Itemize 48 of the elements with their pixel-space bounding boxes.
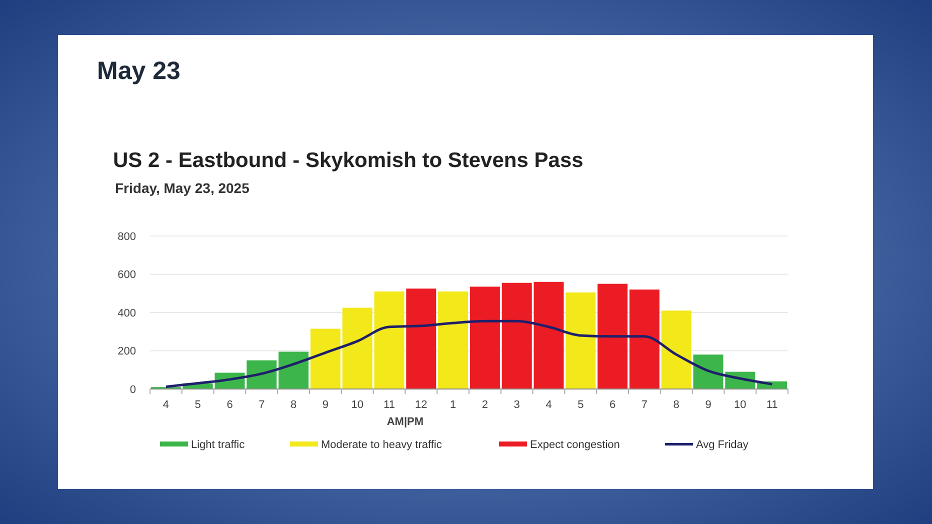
bar <box>566 292 596 389</box>
x-tick-label: 1 <box>450 399 456 411</box>
y-tick-label: 400 <box>118 307 136 320</box>
y-tick-label: 800 <box>118 230 136 243</box>
legend-label: Expect congestion <box>530 438 620 451</box>
bar <box>374 291 404 389</box>
x-tick-label: 12 <box>415 399 428 411</box>
x-tick-label: 11 <box>384 399 395 411</box>
bar <box>342 308 372 389</box>
bar <box>534 282 564 389</box>
bar <box>693 354 724 389</box>
x-tick-label: 3 <box>514 399 520 411</box>
x-tick-label: 4 <box>546 399 552 411</box>
x-tick-label: 6 <box>609 399 616 411</box>
x-tick-label: 5 <box>194 399 201 411</box>
bar <box>406 288 436 389</box>
bar <box>598 284 628 389</box>
chart-subtitle: Friday, May 23, 2025 <box>115 180 250 196</box>
x-tick-label: 10 <box>734 399 746 411</box>
legend-label: Light traffic <box>191 438 246 451</box>
x-tick-label: 9 <box>322 399 329 411</box>
x-tick-label: 7 <box>258 399 265 411</box>
bar <box>470 286 500 389</box>
legend-label: Moderate to heavy traffic <box>321 438 442 451</box>
x-tick-label: 4 <box>162 399 170 411</box>
x-tick-label: 10 <box>351 399 364 411</box>
x-tick-label: 11 <box>766 399 778 411</box>
legend-label: Avg Friday <box>696 438 749 451</box>
chart-title: US 2 - Eastbound - Skykomish to Stevens Pass <box>113 149 584 172</box>
x-tick-label: 9 <box>705 399 712 411</box>
x-tick-label: 8 <box>673 399 680 411</box>
text: May 23 <box>97 57 180 85</box>
bar <box>310 328 340 389</box>
bar <box>661 310 692 389</box>
bar <box>502 282 532 389</box>
y-tick-label: 600 <box>118 269 136 282</box>
x-tick-label: 2 <box>482 399 488 411</box>
line-series <box>164 320 774 388</box>
x-tick-label: 7 <box>641 399 648 411</box>
bar <box>438 291 468 389</box>
y-tick-label: 200 <box>118 346 136 358</box>
x-tick-label: 8 <box>290 399 297 411</box>
y-tick-label: 0 <box>130 384 136 396</box>
bar <box>629 290 660 389</box>
x-tick-label: 5 <box>578 399 584 411</box>
bar <box>278 352 309 389</box>
text: AM|PM <box>386 416 424 428</box>
x-tick-label: 6 <box>226 399 233 411</box>
